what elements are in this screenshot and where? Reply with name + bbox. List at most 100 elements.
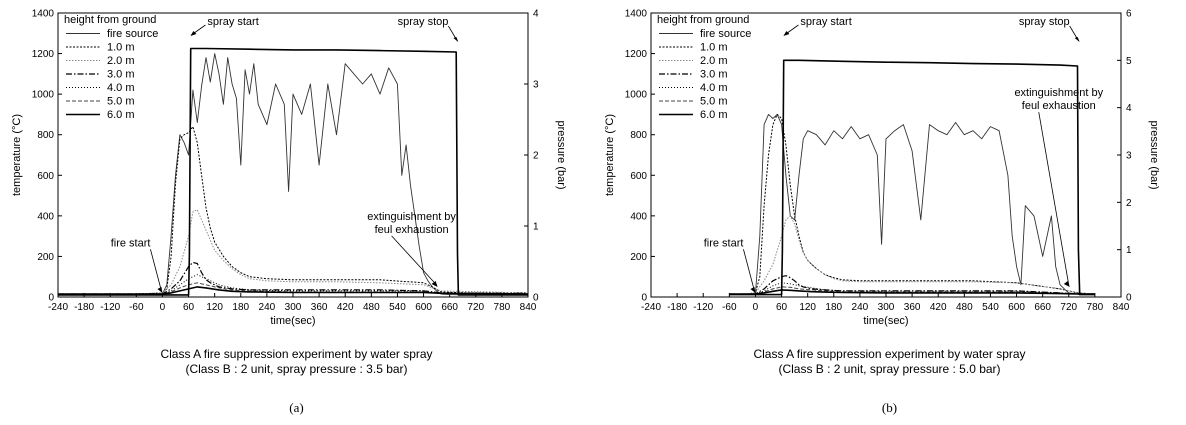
y2-tick-label: 4: [533, 9, 539, 20]
annotation-arrowhead: [750, 287, 756, 293]
x-tick-label: 360: [904, 302, 921, 313]
x-tick-label: -240: [48, 302, 68, 313]
y2-axis-label: pressure (bar): [555, 120, 567, 189]
legend-label: 5.0 m: [107, 96, 135, 108]
x-tick-label: 540: [389, 302, 406, 313]
x-tick-label: 480: [363, 302, 380, 313]
x-tick-label: 300: [878, 302, 895, 313]
x-tick-label: 780: [1087, 302, 1104, 313]
y2-tick-label: 4: [1126, 103, 1132, 114]
legend-title: height from ground: [64, 14, 156, 26]
x-tick-label: 240: [852, 302, 869, 313]
x-tick-label: 300: [285, 302, 302, 313]
x-tick-label: -240: [641, 302, 661, 313]
x-tick-label: 420: [930, 302, 947, 313]
x-tick-label: 720: [1060, 302, 1077, 313]
legend-label: 3.0 m: [700, 69, 728, 81]
legend-label: 4.0 m: [107, 82, 135, 94]
annotation-arrowhead: [157, 287, 163, 293]
x-tick-label: -180: [667, 302, 687, 313]
x-tick-label: -60: [722, 302, 737, 313]
annotation-spray-stop: spray stop: [1019, 16, 1070, 28]
y-tick-label: 400: [37, 211, 54, 222]
x-tick-label: 0: [160, 302, 166, 313]
annotation-extinguishment-1: extinguishment by: [1014, 87, 1103, 99]
annotation-extinguishment-2: feul exhaustion: [1022, 100, 1096, 112]
series-line-6-0-m: [729, 289, 1095, 295]
y-tick-label: 1000: [625, 90, 648, 101]
y2-tick-label: 1: [1126, 245, 1132, 256]
legend-title: height from ground: [657, 14, 749, 26]
y2-tick-label: 0: [1126, 293, 1132, 304]
annotation-fire-start: fire start: [704, 237, 744, 249]
x-tick-label: 420: [337, 302, 354, 313]
y-tick-label: 800: [630, 130, 647, 141]
series-line-4-0-m: [729, 282, 1095, 295]
legend-label: 5.0 m: [700, 96, 728, 108]
y2-tick-label: 2: [533, 151, 539, 162]
annotation-arrow: [391, 235, 437, 286]
caption-line2-a: (Class B : 2 unit, spray pressure : 3.5 …: [185, 362, 408, 376]
legend-label: 1.0 m: [107, 42, 135, 54]
series-line-pressure: [58, 47, 528, 296]
x-tick-label: 840: [520, 302, 537, 313]
y-tick-label: 600: [37, 171, 54, 182]
series-line-1-0-m: [729, 113, 1095, 295]
series-line-fire-source: [729, 113, 1095, 296]
annotation-spray-start: spray start: [800, 16, 851, 28]
annotation-fire-start: fire start: [111, 237, 151, 249]
y-tick-label: 1200: [32, 49, 55, 60]
y-tick-label: 1000: [32, 90, 55, 101]
series-line-fire-source: [58, 53, 528, 296]
y-tick-label: 600: [630, 171, 647, 182]
y-tick-label: 200: [630, 252, 647, 263]
legend-label: 6.0 m: [107, 109, 135, 121]
annotation-arrowhead: [453, 37, 459, 42]
chart-panel-a: -240 -180 -120 -60 0 60 120 180 240 300 360 420 480 5…: [11, 9, 567, 416]
legend-label: 4.0 m: [700, 82, 728, 94]
y-tick-label: 0: [641, 293, 647, 304]
x-tick-label: 60: [776, 302, 788, 313]
series-line-3-0-m: [58, 261, 528, 295]
x-tick-label: 120: [799, 302, 816, 313]
annotation-arrowhead: [1063, 281, 1070, 287]
x-tick-label: 180: [825, 302, 842, 313]
x-tick-label: 840: [1113, 302, 1130, 313]
chart-a: -240 -180 -120 -60 0 60 120 180 240 300 360 420 480 5…: [11, 9, 567, 328]
series-line-6-0-m: [58, 286, 528, 295]
y2-tick-label: 6: [1126, 9, 1132, 20]
annotation-spray-start: spray start: [207, 16, 258, 28]
series-line-2-0-m: [729, 215, 1095, 295]
legend-label: 2.0 m: [107, 55, 135, 67]
y-tick-label: 0: [48, 293, 54, 304]
y2-tick-label: 0: [533, 293, 539, 304]
y2-tick-label: 5: [1126, 56, 1132, 67]
x-tick-label: 600: [415, 302, 432, 313]
caption-line2-b: (Class B : 2 unit, spray pressure : 5.0 …: [778, 362, 1001, 376]
annotation-spray-stop: spray stop: [398, 16, 449, 28]
y-tick-label: 1400: [625, 9, 648, 20]
annotation-arrow: [1038, 112, 1070, 286]
x-tick-label: -60: [129, 302, 144, 313]
x-tick-label: 60: [183, 302, 195, 313]
chart-panel-b: -240 -180 -120 -60 0 60 120 180 240 300 360 420 480 5…: [593, 0, 1186, 425]
y2-axis-label: pressure (bar): [1148, 120, 1160, 189]
legend-label: fire source: [700, 28, 751, 40]
x-tick-label: -120: [693, 302, 713, 313]
legend-label: 3.0 m: [107, 69, 135, 81]
y-axis-label: temperature (°C): [11, 114, 23, 196]
panel-label-a: (a): [289, 400, 304, 415]
annotation-arrowhead: [783, 31, 790, 36]
series-group: [729, 59, 1095, 296]
x-tick-label: -120: [100, 302, 120, 313]
annotation-extinguishment-1: extinguishment by: [367, 211, 456, 223]
y2-tick-label: 2: [1126, 198, 1132, 209]
annotation-arrowhead: [190, 31, 197, 36]
series-line-4-0-m: [58, 274, 528, 295]
series-line-2-0-m: [58, 209, 528, 295]
legend-label: 6.0 m: [700, 109, 728, 121]
x-tick-label: 240: [259, 302, 276, 313]
series-line-3-0-m: [729, 275, 1095, 295]
annotation-arrowhead: [1074, 37, 1080, 42]
x-tick-label: 780: [494, 302, 511, 313]
